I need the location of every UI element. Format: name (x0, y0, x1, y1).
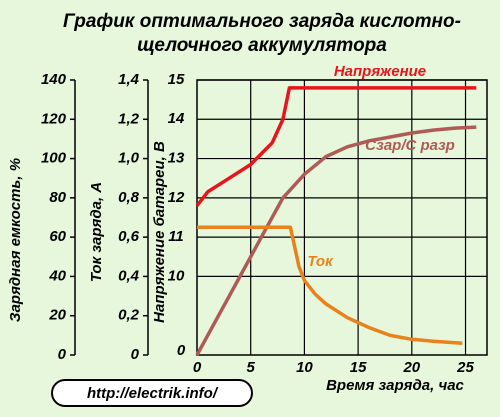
y-tick-label: 100 (41, 150, 67, 167)
y-tick-label: 20 (48, 307, 66, 324)
chart-title: щелочного аккумулятора (137, 35, 387, 56)
y3-tick-label: 10 (168, 267, 185, 284)
y3-tick-label: 12 (168, 189, 185, 206)
series-line (195, 125, 477, 356)
y-tick-label: 120 (41, 110, 67, 127)
watermark-box (51, 379, 253, 407)
x-axis-label: Время заряда, час (326, 377, 464, 394)
y2-tick-label: 1,0 (118, 150, 140, 167)
y-tick-label: 40 (48, 267, 66, 284)
y-tick-label: 140 (41, 71, 67, 88)
y2-tick-label: 1,4 (118, 71, 140, 88)
x-tick-label: 20 (402, 359, 420, 376)
series-label: Сзар/С разр (365, 137, 455, 154)
y-axis-label: Зарядная емкость, % (7, 158, 24, 322)
y2-tick-label: 0,4 (118, 267, 140, 284)
x-tick-label: 15 (350, 359, 367, 376)
x-tick-label: 10 (296, 359, 313, 376)
y3-tick-label: 15 (168, 71, 185, 88)
y2-tick-label: 0 (131, 346, 140, 363)
series-line (195, 86, 477, 207)
y-tick-label: 60 (49, 228, 66, 245)
watermark: http://electrik.info/ (87, 385, 219, 402)
y2-tick-label: 0,8 (118, 189, 140, 206)
y2-tick-label: 0,2 (118, 307, 140, 324)
x-tick-label: 0 (193, 359, 202, 376)
series-label: Ток (307, 253, 334, 270)
x-tick-label: 5 (247, 359, 256, 376)
y3-tick-label: 13 (168, 150, 185, 167)
y3-tick-label: 11 (168, 228, 184, 245)
y3-origin-label: 0 (177, 342, 186, 359)
plot-frame (196, 79, 488, 356)
y2-axis-label: Ток заряда, А (88, 182, 105, 282)
y2-tick-label: 0,6 (118, 228, 140, 245)
y2-tick-label: 1,2 (118, 110, 140, 127)
chart-title: График оптимального заряда кислотно- (63, 11, 461, 32)
series-line (197, 225, 463, 345)
x-tick-label: 25 (456, 359, 474, 376)
y3-axis-label: Напряжение батареи, В (151, 141, 168, 323)
y-tick-label: 80 (49, 189, 66, 206)
series-label: Напряжение (334, 63, 426, 80)
y-tick-label: 0 (58, 346, 67, 363)
y3-tick-label: 14 (168, 110, 185, 127)
